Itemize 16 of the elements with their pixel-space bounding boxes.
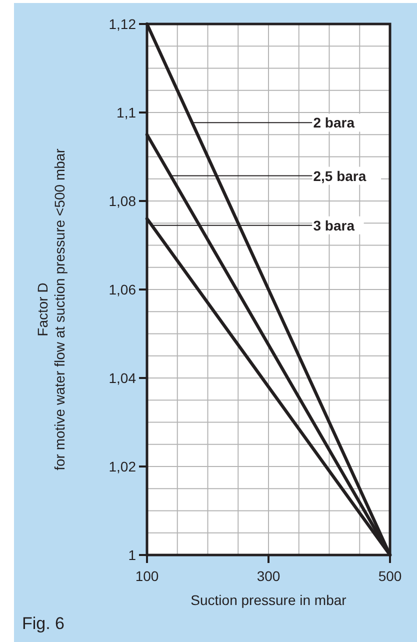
x-axis-title: Suction pressure in mbar [190, 592, 347, 608]
annotation: 3 bara [313, 217, 355, 234]
y-tick-label: 1,08 [108, 193, 136, 209]
y-tick-label: 1,04 [108, 370, 136, 386]
y-tick-label: 1,06 [108, 282, 136, 298]
annotation: 2 bara [313, 114, 355, 131]
y-tick-label: 1 [128, 547, 136, 563]
y-tick-label: 1,1 [116, 104, 136, 120]
y-tick-label: 1,02 [108, 458, 136, 474]
x-tick-label: 500 [378, 568, 402, 584]
x-tick-label: 300 [256, 568, 280, 584]
y-tick-label: 1,12 [108, 16, 136, 32]
y-axis-title: Factor D for motive water flow at suction pressure <500 mbar [34, 148, 68, 470]
annotation: 2,5 bara [313, 168, 366, 184]
x-tick-label: 100 [135, 568, 159, 584]
caption: Fig. 6 [22, 614, 65, 633]
